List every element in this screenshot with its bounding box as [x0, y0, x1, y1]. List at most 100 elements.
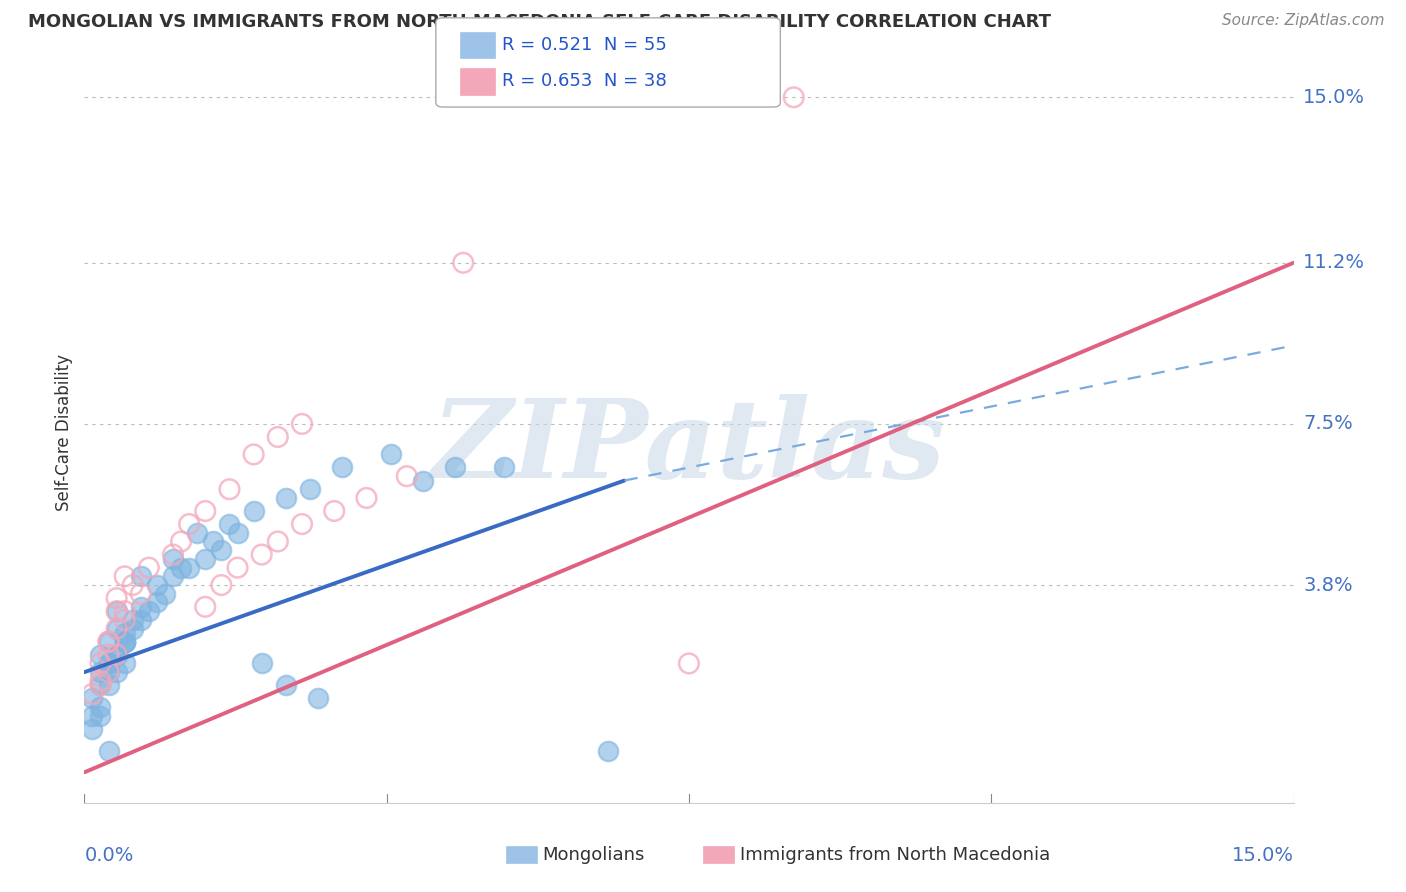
Point [105, 665, 128, 680]
Point [356, 491, 378, 505]
Point [146, 578, 169, 592]
Text: 0.0%: 0.0% [84, 847, 134, 865]
Point [129, 599, 152, 614]
Text: 15.0%: 15.0% [1232, 847, 1294, 865]
Text: MONGOLIAN VS IMMIGRANTS FROM NORTH MACEDONIA SELF-CARE DISABILITY CORRELATION CH: MONGOLIAN VS IMMIGRANTS FROM NORTH MACED… [28, 13, 1052, 31]
Point [97, 657, 120, 671]
Point [153, 587, 176, 601]
Point [307, 691, 329, 706]
Point [105, 604, 128, 618]
Point [451, 256, 474, 270]
Point [291, 417, 314, 431]
Point [97, 665, 120, 680]
Point [267, 534, 290, 549]
Point [114, 604, 136, 618]
Point [89, 657, 111, 671]
Point [186, 525, 208, 540]
Point [129, 569, 152, 583]
Point [202, 534, 225, 549]
Text: Immigrants from North Macedonia: Immigrants from North Macedonia [740, 846, 1050, 863]
Point [250, 548, 273, 562]
Text: 11.2%: 11.2% [1303, 253, 1365, 272]
Point [299, 482, 322, 496]
Point [274, 491, 297, 505]
Point [82, 687, 104, 701]
Point [492, 460, 515, 475]
Point [218, 517, 240, 532]
Point [598, 743, 620, 757]
Point [105, 622, 128, 636]
Point [129, 613, 152, 627]
Point [89, 673, 111, 688]
Point [105, 622, 128, 636]
Point [97, 634, 120, 648]
Point [121, 613, 143, 627]
Y-axis label: Self-Care Disability: Self-Care Disability [55, 354, 73, 511]
Point [97, 648, 120, 662]
Point [250, 657, 273, 671]
Point [170, 560, 193, 574]
Point [179, 517, 201, 532]
Point [105, 604, 128, 618]
Point [114, 657, 136, 671]
Point [97, 634, 120, 648]
Text: Source: ZipAtlas.com: Source: ZipAtlas.com [1222, 13, 1385, 29]
Point [114, 634, 136, 648]
Point [121, 578, 143, 592]
Point [82, 691, 104, 706]
Point [226, 560, 249, 574]
Point [89, 678, 111, 692]
Point [105, 648, 128, 662]
Point [82, 722, 104, 736]
Point [105, 648, 128, 662]
Text: 15.0%: 15.0% [1303, 87, 1365, 107]
Point [114, 613, 136, 627]
Point [194, 504, 217, 518]
Text: R = 0.521  N = 55: R = 0.521 N = 55 [502, 36, 666, 54]
Point [412, 474, 434, 488]
Point [162, 548, 184, 562]
Point [395, 469, 418, 483]
Point [242, 504, 264, 518]
Point [97, 678, 120, 692]
Point [138, 560, 160, 574]
Point [226, 525, 249, 540]
Point [330, 460, 353, 475]
Point [179, 560, 201, 574]
Point [444, 460, 467, 475]
Point [89, 678, 111, 692]
Point [89, 648, 111, 662]
Point [242, 447, 264, 461]
Point [170, 534, 193, 549]
Point [291, 517, 314, 532]
Point [194, 552, 217, 566]
Point [267, 430, 290, 444]
Point [97, 743, 120, 757]
Point [274, 678, 297, 692]
Point [146, 595, 169, 609]
Point [323, 504, 346, 518]
Point [129, 587, 152, 601]
Text: 3.8%: 3.8% [1303, 575, 1353, 595]
Point [89, 708, 111, 723]
Point [97, 665, 120, 680]
Point [121, 622, 143, 636]
Point [114, 569, 136, 583]
Text: 7.5%: 7.5% [1303, 415, 1353, 434]
Point [105, 648, 128, 662]
Point [162, 552, 184, 566]
Point [218, 482, 240, 496]
Text: ZIPatlas: ZIPatlas [432, 393, 946, 501]
Text: Mongolians: Mongolians [543, 846, 645, 863]
Point [97, 657, 120, 671]
Point [97, 634, 120, 648]
Point [162, 569, 184, 583]
Point [82, 708, 104, 723]
Point [209, 543, 232, 558]
Text: R = 0.653  N = 38: R = 0.653 N = 38 [502, 72, 666, 90]
Point [209, 578, 232, 592]
Point [89, 665, 111, 680]
Point [194, 599, 217, 614]
Point [114, 634, 136, 648]
Point [138, 604, 160, 618]
